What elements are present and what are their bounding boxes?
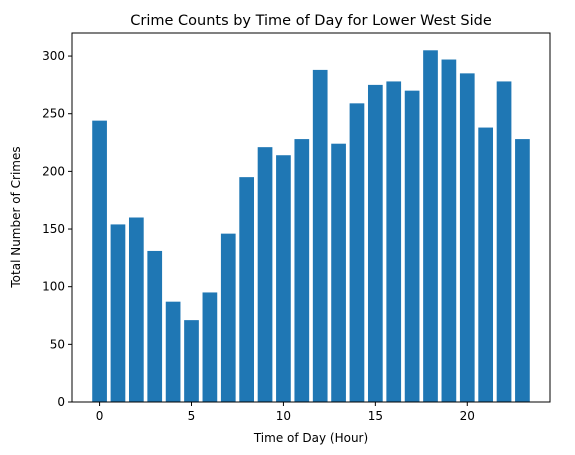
bar-hour-2: [128, 217, 144, 402]
bar-hour-0: [92, 120, 107, 402]
bar-hour-15: [367, 84, 383, 402]
bar-hour-11: [294, 139, 310, 402]
bar-hour-13: [331, 143, 346, 402]
x-axis: 0 5 10 15 20: [96, 402, 475, 423]
bar-hour-16: [386, 81, 402, 403]
bar-hour-12: [312, 69, 328, 403]
y-tick-label: 0: [57, 395, 65, 409]
y-tick-label: 300: [42, 49, 65, 63]
x-tick-label: 0: [96, 409, 104, 423]
bar-hour-20: [459, 73, 475, 402]
y-tick-label: 50: [50, 337, 65, 351]
y-tick-label: 250: [42, 107, 65, 121]
bar-hour-14: [349, 103, 365, 402]
bar-hour-19: [441, 59, 457, 402]
bars-group: [92, 50, 530, 403]
plot-frame: [71, 32, 551, 403]
x-axis-label: Time of Day (Hour): [253, 431, 368, 445]
bar-hour-5: [184, 320, 199, 402]
x-tick-label: 15: [368, 409, 383, 423]
bar-hour-21: [478, 127, 494, 403]
bar-hour-3: [147, 250, 163, 402]
x-tick-label: 5: [188, 409, 196, 423]
y-tick-label: 150: [42, 222, 65, 236]
bar-hour-9: [257, 147, 273, 402]
bar-hour-1: [110, 224, 126, 402]
bar-hour-17: [404, 90, 420, 402]
bar-hour-18: [423, 50, 438, 402]
bar-hour-23: [515, 139, 530, 402]
bar-hour-22: [496, 81, 512, 403]
bar-hour-7: [220, 233, 236, 402]
y-axis: 0 50 100 150 200 250 300: [42, 49, 72, 409]
chart-title: Crime Counts by Time of Day for Lower We…: [130, 13, 492, 29]
x-tick-label: 20: [460, 409, 475, 423]
x-tick-label: 10: [276, 409, 291, 423]
bar-hour-4: [165, 301, 181, 402]
bar-hour-8: [239, 177, 255, 402]
y-tick-label: 100: [42, 280, 65, 294]
bar-hour-6: [202, 292, 218, 402]
bar-hour-10: [276, 155, 291, 402]
y-axis-label: Total Number of Crimes: [9, 146, 23, 288]
y-tick-label: 200: [42, 164, 65, 178]
